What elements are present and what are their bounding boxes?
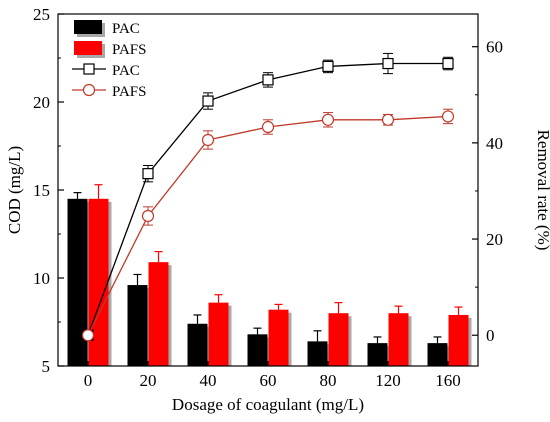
x-tick-label: 60: [260, 371, 277, 390]
x-tick-label: 80: [320, 371, 337, 390]
bar-pac: [367, 343, 388, 366]
y-axis-right-title: Removal rate (%): [534, 130, 550, 251]
x-tick-label: 0: [84, 371, 93, 390]
y-left-tick-label: 25: [33, 5, 50, 24]
bar-layer: [67, 184, 472, 366]
bar-pac: [67, 198, 88, 366]
y-axis-left-title: COD (mg/L): [5, 146, 24, 234]
axis-ticks: 5 10 15 20 25 0 20 40 60 0 20 40 60 80 120 160: [33, 5, 503, 390]
marker-square: [382, 57, 394, 70]
y-right-tick-label: 20: [486, 230, 503, 249]
line-layer: [81, 52, 455, 342]
bar-pac: [247, 334, 268, 366]
bar-pafs: [148, 262, 169, 366]
marker-square: [262, 74, 274, 86]
bar-pac: [187, 323, 208, 366]
legend-label: PAC: [112, 63, 140, 79]
y-right-tick-label: 40: [486, 134, 503, 153]
x-axis-title: Dosage of coagulant (mg/L): [172, 395, 364, 414]
marker-circle: [441, 110, 455, 123]
legend-marker-square: [83, 63, 95, 75]
y-left-tick-label: 10: [33, 269, 50, 288]
bar-pafs: [328, 313, 349, 366]
marker-circle: [201, 133, 215, 147]
x-tick-label: 120: [375, 371, 401, 390]
bar-pac: [307, 341, 328, 366]
bar-pafs: [388, 313, 409, 366]
marker-square: [202, 95, 214, 107]
legend-label: PAFS: [112, 42, 146, 58]
legend-swatch-pac: [74, 20, 102, 34]
bar-pac: [127, 285, 148, 366]
y-left-tick-label: 15: [33, 181, 50, 200]
legend-swatch-pafs: [74, 41, 102, 55]
marker-circle: [141, 209, 155, 223]
y-right-tick-label: 60: [486, 38, 503, 57]
x-tick-label: 40: [200, 371, 217, 390]
legend-label: PAC: [112, 21, 140, 37]
x-tick-label: 20: [140, 371, 157, 390]
marker-circle: [381, 113, 395, 126]
marker-square: [322, 60, 334, 73]
bar-pac: [427, 343, 448, 366]
y-right-tick-label: 0: [486, 326, 495, 345]
marker-circle: [321, 113, 335, 126]
marker-circle: [261, 120, 275, 134]
legend: PAC PAFS PAC PAFS: [72, 20, 146, 100]
marker-square: [142, 168, 154, 180]
x-tick-label: 160: [435, 371, 461, 390]
y-left-tick-label: 5: [42, 357, 51, 376]
legend-label: PAFS: [112, 84, 146, 100]
bar-pafs: [208, 302, 229, 366]
marker-circle: [81, 329, 95, 342]
y-left-tick-label: 20: [33, 93, 50, 112]
marker-square: [442, 57, 454, 70]
bar-pafs: [448, 314, 469, 366]
bar-pafs: [88, 198, 109, 366]
legend-marker-circle: [82, 83, 96, 97]
bar-pafs: [268, 309, 289, 366]
